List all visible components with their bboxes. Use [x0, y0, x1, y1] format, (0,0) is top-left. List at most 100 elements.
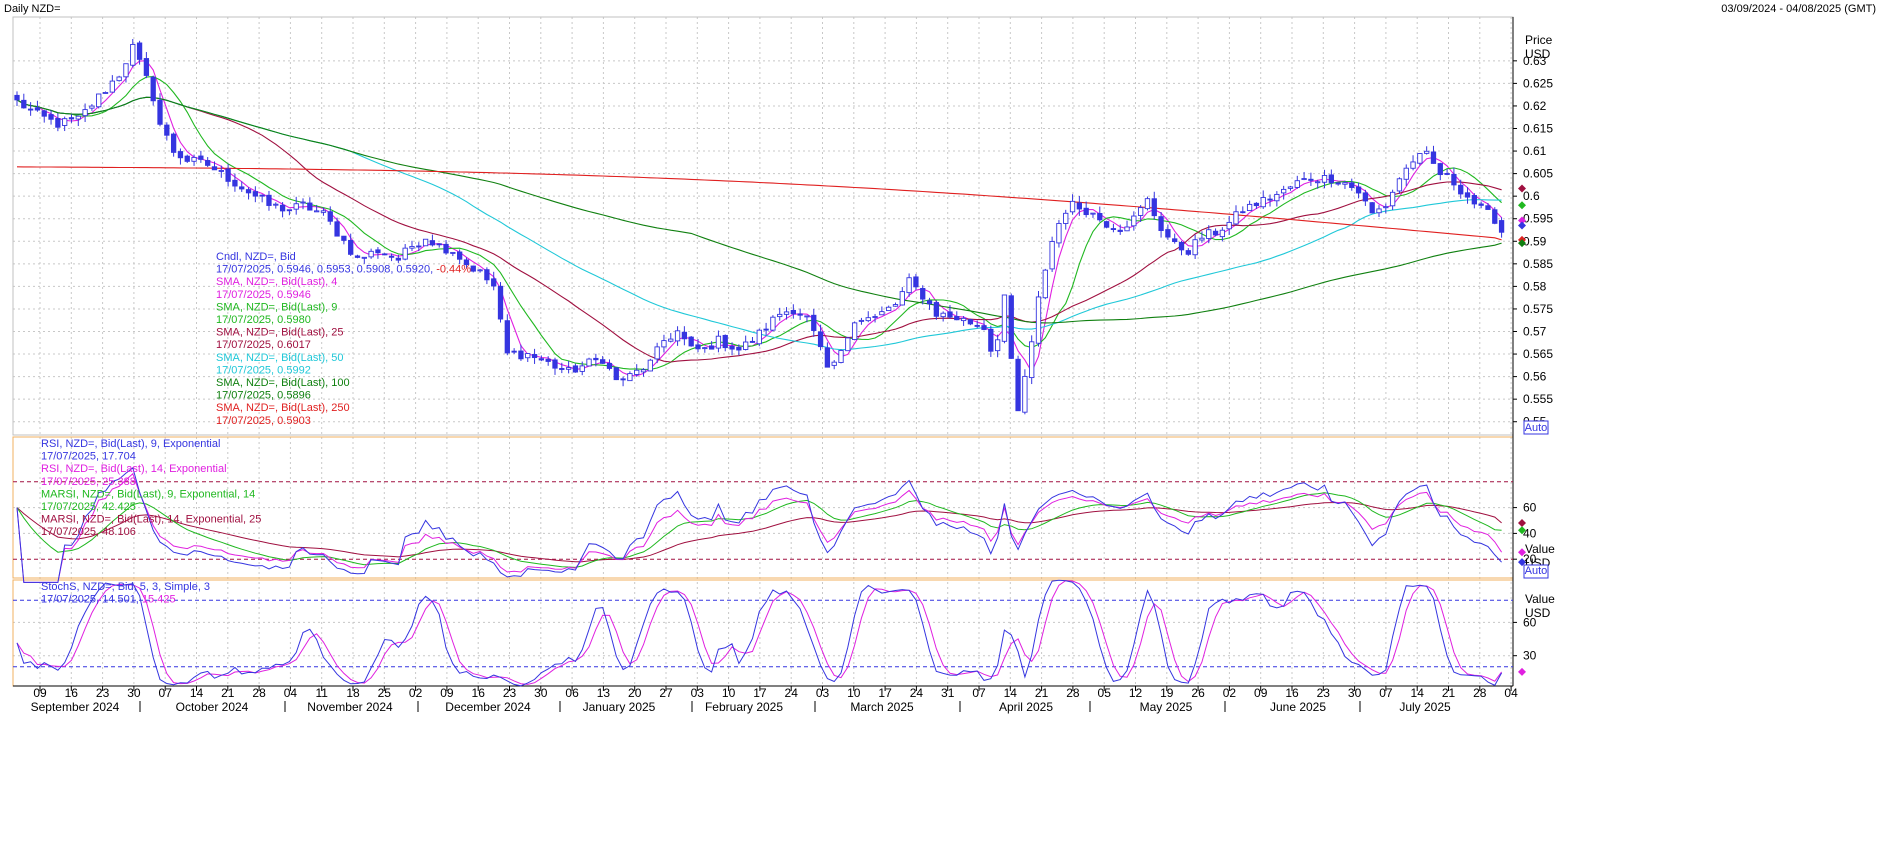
candle-body	[1049, 241, 1055, 270]
price-legend-line: SMA, NZD=, Bid(Last), 250	[216, 402, 350, 414]
month-label: December 2024	[445, 700, 531, 714]
candle-body	[21, 99, 27, 109]
value-marker	[1518, 526, 1526, 535]
candle-body	[1281, 188, 1287, 194]
candle-body	[838, 350, 844, 363]
candle-body	[511, 350, 517, 353]
candle-body	[559, 368, 565, 370]
candle-body	[804, 315, 810, 318]
candle-body	[55, 118, 61, 128]
candle-body	[600, 359, 606, 364]
candle-body	[382, 253, 388, 256]
candle-body	[1464, 192, 1471, 198]
month-label: June 2025	[1270, 700, 1326, 714]
x-tick-label: 06	[565, 686, 579, 700]
value-marker	[1518, 558, 1526, 567]
candle-body	[1294, 180, 1300, 188]
candle-body	[286, 209, 293, 212]
value-marker	[1518, 239, 1526, 248]
x-tick-label: 09	[1254, 686, 1268, 700]
candle-body	[232, 179, 238, 187]
price-auto-button[interactable]	[1523, 420, 1549, 435]
candle-body	[634, 369, 640, 375]
candle-body	[1430, 151, 1437, 164]
x-tick-label: 14	[1411, 686, 1425, 700]
x-tick-label: 21	[1442, 686, 1456, 700]
candle-body	[1396, 178, 1403, 192]
candle-body	[872, 316, 878, 318]
axes: 0.550.5550.560.5650.570.5750.580.5850.59…	[31, 33, 1555, 714]
x-tick-label: 20	[628, 686, 642, 700]
candle-body	[279, 204, 286, 212]
candle-body	[450, 251, 456, 254]
x-tick-label: 02	[409, 686, 423, 700]
price-legend-line: 17/07/2025, 0.5980	[216, 314, 311, 326]
candle-body	[1042, 269, 1048, 299]
candle-body	[1328, 174, 1334, 184]
date-range: 03/09/2024 - 04/08/2025 (GMT)	[1721, 3, 1876, 15]
y-tick-label: 0.62	[1523, 99, 1547, 113]
auto-label: Auto	[1525, 565, 1548, 577]
candle-body	[906, 277, 912, 294]
candle-body	[988, 328, 994, 352]
candle-body	[457, 251, 463, 260]
candle-body	[504, 320, 510, 354]
candle-body	[463, 259, 470, 266]
candle-body	[756, 329, 762, 345]
candle-body	[668, 338, 674, 342]
candle-body	[715, 335, 722, 349]
candle-body	[205, 160, 211, 166]
candle-body	[1069, 200, 1076, 213]
candle-body	[368, 250, 374, 258]
candle-body	[1471, 195, 1477, 205]
candle-body	[702, 347, 708, 350]
candle-body	[1199, 237, 1205, 241]
price-legend-line: SMA, NZD=, Bid(Last), 9	[216, 301, 337, 313]
rsi-legend-line: RSI, NZD=, Bid(Last), 9, Exponential	[41, 438, 220, 450]
x-tick-label: 19	[1160, 686, 1174, 700]
candle-body	[1437, 163, 1443, 176]
grid	[13, 17, 1513, 686]
x-tick-label: 14	[190, 686, 204, 700]
price-panel	[14, 39, 1505, 415]
candle-body	[116, 76, 122, 82]
candle-body	[164, 124, 170, 136]
value-marker	[1518, 221, 1526, 230]
candle-body	[293, 203, 299, 210]
candle-body	[797, 313, 803, 316]
candle-body	[994, 339, 1001, 352]
candle-body	[1315, 181, 1321, 184]
price-legend-line: SMA, NZD=, Bid(Last), 25	[216, 327, 343, 339]
rsi-auto-button[interactable]	[1523, 564, 1549, 579]
candle-body	[545, 358, 551, 362]
x-tick-label: 07	[1379, 686, 1393, 700]
candle-body	[409, 246, 415, 249]
candle-body	[225, 168, 231, 182]
candle-body	[252, 191, 258, 197]
candle-body	[654, 346, 660, 360]
candle-body	[565, 367, 572, 370]
candle-body	[1355, 186, 1362, 194]
y-tick-label: 0.6	[1523, 189, 1540, 203]
candle-body	[783, 311, 790, 315]
x-tick-label: 26	[1191, 686, 1205, 700]
candle-body	[920, 287, 926, 300]
candle-body	[1219, 229, 1226, 238]
x-tick-label: 24	[910, 686, 924, 700]
y-tick-label: 0.605	[1523, 167, 1553, 181]
candle-body	[1192, 239, 1198, 256]
value-marker	[1518, 548, 1526, 557]
candle-body	[1308, 178, 1314, 181]
x-tick-label: 03	[816, 686, 830, 700]
x-tick-label: 16	[1285, 686, 1299, 700]
candle-body	[681, 331, 688, 340]
candle-body	[1226, 221, 1232, 230]
value-marker	[1518, 216, 1526, 225]
candle-body	[538, 358, 545, 361]
price-legend-line: SMA, NZD=, Bid(Last), 4	[216, 276, 337, 288]
candle-body	[777, 313, 783, 318]
candle-body	[1022, 375, 1028, 413]
value-marker	[1518, 201, 1526, 210]
candle-body	[184, 155, 190, 162]
